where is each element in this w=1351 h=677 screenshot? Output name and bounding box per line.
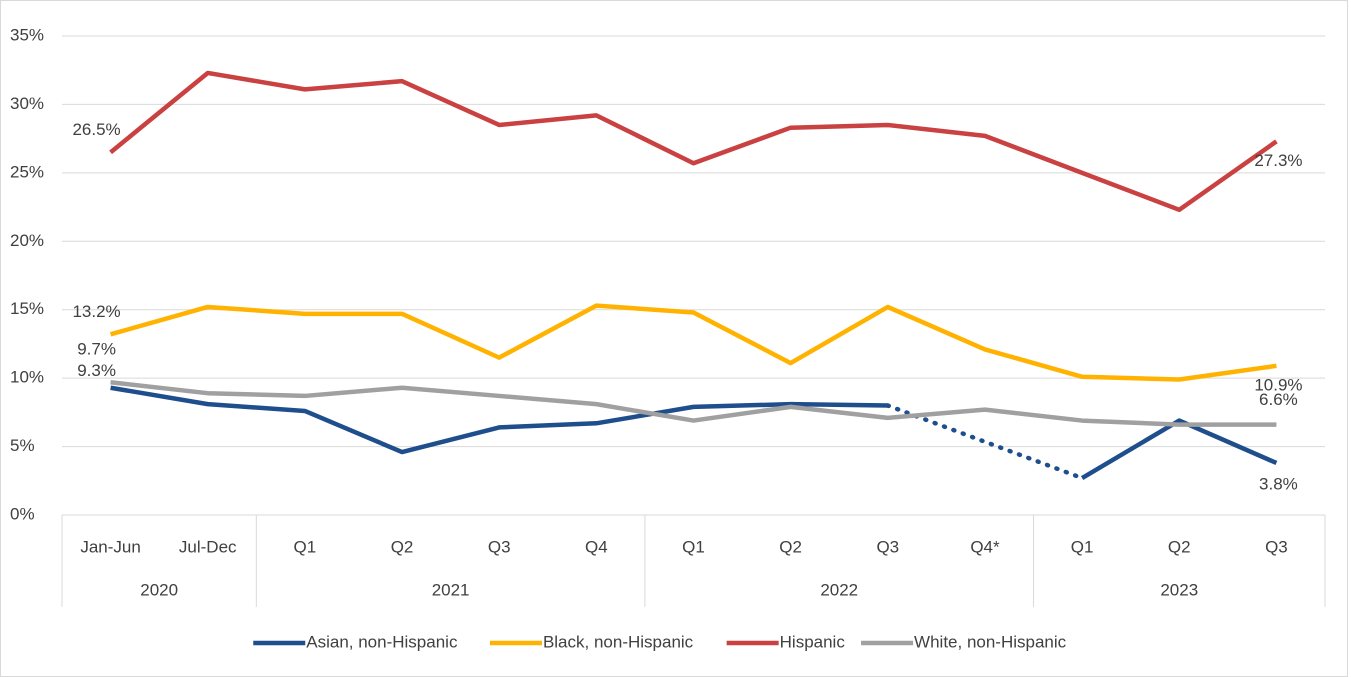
x-tick-label: Jul-Dec <box>179 537 237 556</box>
x-tick-label: Q4 <box>585 537 608 556</box>
x-tick-label: Q1 <box>294 537 317 556</box>
x-tick-label: Jan-Jun <box>80 537 140 556</box>
gap-connector <box>885 403 1085 481</box>
x-tick-label: Q3 <box>1265 537 1288 556</box>
series-line <box>109 303 1277 382</box>
y-tick-label: 15% <box>10 299 44 318</box>
x-tick-label: Q1 <box>682 537 705 556</box>
data-label: 3.8% <box>1259 474 1298 493</box>
data-label: 26.5% <box>72 120 120 139</box>
series-line <box>110 385 888 455</box>
x-tick-label: Q1 <box>1071 537 1094 556</box>
y-tick-label: 20% <box>10 231 44 250</box>
series-line <box>1080 418 1278 480</box>
y-tick-label: 10% <box>10 368 44 387</box>
x-tick-label: Q4* <box>970 537 1000 556</box>
x-tick-label: Q3 <box>876 537 899 556</box>
y-tick-label: 25% <box>10 162 44 181</box>
series-line <box>109 70 1278 213</box>
x-tick-label: Q3 <box>488 537 511 556</box>
data-label: 13.2% <box>72 302 120 321</box>
data-label: 9.3% <box>77 361 116 380</box>
legend-label: Asian, non-Hispanic <box>306 632 458 651</box>
x-tick-label: Q2 <box>391 537 414 556</box>
y-tick-label: 35% <box>10 25 44 44</box>
y-tick-label: 5% <box>10 436 35 455</box>
x-group-label: 2020 <box>140 580 178 599</box>
series-line <box>110 380 1277 427</box>
data-label: 10.9% <box>1254 375 1302 394</box>
x-group-label: 2022 <box>820 580 858 599</box>
data-label: 6.6% <box>1259 390 1298 409</box>
legend-label: Black, non-Hispanic <box>543 632 694 651</box>
data-label: 27.3% <box>1254 151 1302 170</box>
y-tick-label: 30% <box>10 94 44 113</box>
x-tick-label: Q2 <box>1168 537 1191 556</box>
x-group-label: 2023 <box>1160 580 1198 599</box>
data-label: 9.7% <box>77 340 116 359</box>
x-tick-label: Q2 <box>779 537 802 556</box>
y-tick-label: 0% <box>10 504 35 523</box>
legend-label: White, non-Hispanic <box>914 632 1067 651</box>
legend-label: Hispanic <box>780 632 846 651</box>
x-group-label: 2021 <box>432 580 470 599</box>
